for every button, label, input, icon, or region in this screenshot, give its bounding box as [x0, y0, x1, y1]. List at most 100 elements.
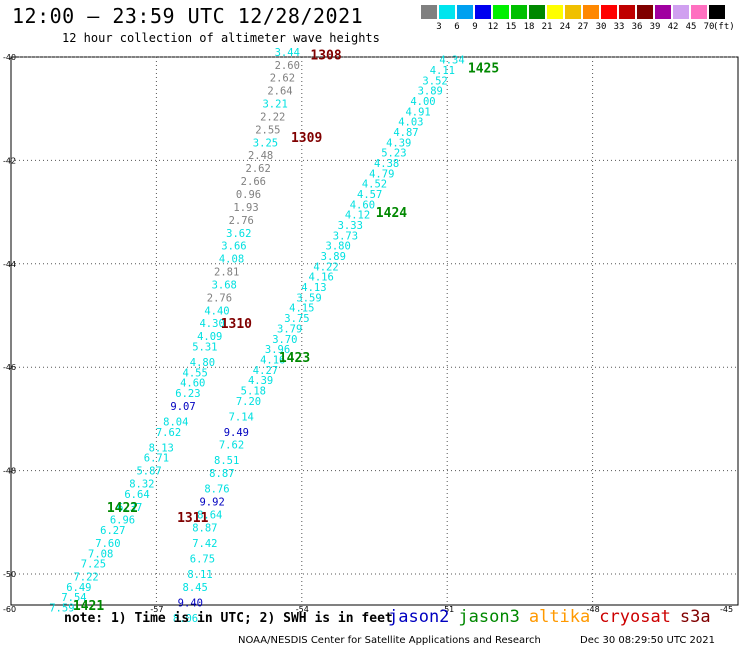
lat-tick-label: -48: [3, 467, 16, 476]
lat-tick-label: -42: [3, 156, 16, 165]
wave-height-label: 4.87: [393, 127, 418, 139]
footer-note: note: 1) Time is in UTC; 2) SWH is in fe…: [64, 611, 393, 626]
wave-height-label: 4.38: [374, 158, 399, 170]
wave-height-label: 8.13: [149, 442, 174, 454]
wave-height-label: 1.93: [233, 202, 258, 214]
wave-height-label: 8.45: [183, 582, 208, 594]
wave-height-label: 8.51: [214, 455, 239, 467]
satellite-name: jason3: [458, 607, 520, 627]
wave-height-label: 8.11: [187, 569, 212, 581]
legend-swatch: [547, 5, 563, 19]
wave-height-label: 9.40: [178, 597, 203, 609]
legend-label: 30: [595, 22, 607, 32]
lon-tick-label: -54: [296, 605, 309, 614]
wave-height-label: 2.22: [260, 111, 285, 123]
wave-height-label: 9.49: [224, 427, 249, 439]
wave-height-label: 3.96: [265, 344, 290, 356]
wave-height-label: 4.91: [405, 106, 430, 118]
wave-height-label: 3.80: [326, 241, 351, 253]
legend-label: 12: [487, 22, 499, 32]
wave-height-label: 7.22: [73, 572, 98, 584]
wave-height-label: 7.62: [156, 427, 181, 439]
wave-height-label: 7.20: [236, 396, 261, 408]
wave-height-label: 4.79: [369, 168, 394, 180]
legend-swatch: [457, 5, 473, 19]
legend-unit: (ft): [713, 22, 735, 32]
wave-height-label: 4.60: [180, 378, 205, 390]
wave-height-label: 7.59: [49, 603, 74, 615]
legend-label: 3: [436, 22, 442, 32]
legend-swatch: [673, 5, 689, 19]
wave-height-label: 3.52: [422, 75, 447, 87]
wave-height-label: 9.92: [199, 497, 224, 509]
legend-label: 45: [685, 22, 697, 32]
wave-height-label: 3.62: [226, 228, 251, 240]
legend-swatch: [637, 5, 653, 19]
legend-swatch: [439, 5, 455, 19]
wave-height-label: 8.87: [192, 522, 217, 534]
legend-swatch: [601, 5, 617, 19]
legend-label: 42: [667, 22, 679, 32]
satellite-name: s3a: [679, 607, 711, 627]
legend-label: 6: [454, 22, 460, 32]
lat-tick-label: -50: [3, 570, 16, 579]
wave-height-label: 2.48: [248, 150, 273, 162]
map-subtitle: 12 hour collection of altimeter wave hei…: [62, 31, 380, 45]
wave-height-label: 6.64: [124, 489, 149, 501]
wave-height-label: 4.57: [357, 189, 382, 201]
wave-height-label: 4.30: [199, 318, 224, 330]
wave-height-label: 3.89: [418, 86, 443, 98]
pass-time-label: 1422: [107, 501, 138, 516]
legend-label: 18: [523, 22, 535, 32]
wave-height-label: 4.11: [430, 65, 455, 77]
wave-height-label: 3.44: [275, 47, 300, 59]
wave-height-label: 3.21: [262, 99, 287, 111]
lon-tick-label: -48: [587, 605, 600, 614]
satellite-name: jason2: [388, 607, 450, 627]
pass-time-label: 1310: [221, 317, 252, 332]
map-title: 12:00 – 23:59 UTC 12/28/2021: [12, 4, 364, 28]
legend-swatch: [493, 5, 509, 19]
pass-time-label: 1423: [279, 351, 310, 366]
wave-height-label: 4.60: [350, 199, 375, 211]
lon-tick-label: -51: [441, 605, 454, 614]
legend-label: 27: [577, 22, 589, 32]
wave-height-label: 2.76: [229, 215, 254, 227]
wave-height-label: 5.87: [136, 466, 161, 478]
wave-height-label: 7.54: [61, 592, 86, 604]
timestamp-text: Dec 30 08:29:50 UTC 2021: [580, 635, 715, 646]
legend-label: 70: [703, 22, 715, 32]
lat-tick-label: -46: [3, 363, 16, 372]
wave-height-label: 8.76: [204, 484, 229, 496]
wave-height-label: 3.25: [253, 137, 278, 149]
wave-height-label: 2.81: [214, 267, 239, 279]
wave-height-label: 4.00: [410, 96, 435, 108]
wave-height-label: 2.62: [246, 163, 271, 175]
legend-label: 15: [505, 22, 517, 32]
wave-height-label: 9.07: [170, 401, 195, 413]
wave-height-label: 4.16: [309, 272, 334, 284]
wave-height-label: 3.79: [277, 323, 302, 335]
wave-height-label: 3.73: [333, 230, 358, 242]
legend-swatch: [655, 5, 671, 19]
wave-height-label: 5.18: [241, 385, 266, 397]
wave-height-label: 2.66: [241, 176, 266, 188]
legend-swatch: [583, 5, 599, 19]
legend-label: 9: [472, 22, 478, 32]
wave-height-label: 6.75: [190, 553, 215, 565]
pass-time-label: 1311: [177, 511, 208, 526]
wave-height-label: 7.62: [219, 440, 244, 452]
legend-swatch: [709, 5, 725, 19]
wave-height-label: 7.08: [88, 548, 113, 560]
pass-time-label: 1421: [73, 599, 104, 614]
wave-height-label: 4.12: [345, 210, 370, 222]
wave-height-label: 2.55: [255, 124, 280, 136]
wave-height-label: 4.39: [386, 137, 411, 149]
satellite-name: cryosat: [599, 607, 671, 627]
wave-height-label: 3.70: [272, 334, 297, 346]
wave-height-label: 3.33: [338, 220, 363, 232]
legend-label: 36: [631, 22, 643, 32]
credit-text: NOAA/NESDIS Center for Satellite Applica…: [238, 635, 541, 646]
legend-label: 21: [541, 22, 553, 32]
wave-height-label: 6.27: [100, 525, 125, 537]
